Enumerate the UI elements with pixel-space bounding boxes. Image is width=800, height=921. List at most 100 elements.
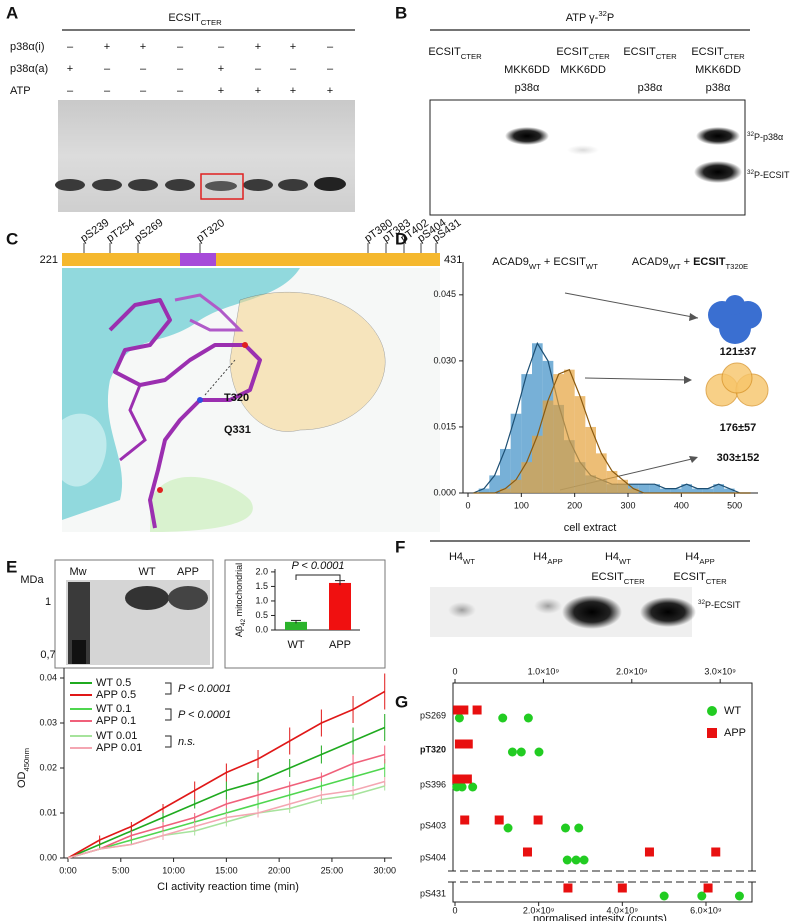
site-label: pT320 bbox=[195, 217, 227, 245]
gel-band bbox=[243, 179, 273, 191]
row-label: pT320 bbox=[420, 744, 446, 754]
x-tick-label: 300 bbox=[620, 500, 635, 510]
text-part: T320E bbox=[725, 262, 748, 271]
x-tick-label: 0:00 bbox=[59, 865, 77, 875]
y-tick-label: 2.0 bbox=[255, 566, 268, 576]
point bbox=[516, 747, 526, 757]
annotation: 121±37 bbox=[720, 346, 757, 358]
histogram-bar bbox=[521, 374, 532, 493]
gel-lane-label: Mw bbox=[69, 566, 86, 578]
site-label: pS269 bbox=[133, 217, 166, 245]
histogram-bar bbox=[702, 488, 714, 493]
y-tick-label: 0.03 bbox=[39, 717, 57, 727]
histogram-bar bbox=[564, 369, 575, 493]
panel-label: F bbox=[395, 537, 405, 556]
sign: + bbox=[290, 41, 296, 53]
text-part: WT bbox=[619, 557, 631, 566]
lane-label: MKK6DD bbox=[504, 64, 550, 76]
sign: – bbox=[67, 85, 74, 97]
arrow-head bbox=[684, 376, 692, 384]
histogram-bar bbox=[510, 413, 522, 493]
text-part: 32 bbox=[598, 9, 607, 18]
annotation: 303±152 bbox=[717, 452, 760, 464]
y-tick-label: 0.030 bbox=[433, 355, 456, 365]
plot-frame bbox=[452, 682, 753, 903]
legend-marker bbox=[707, 728, 717, 738]
histogram-bar bbox=[500, 488, 511, 493]
histogram-bar bbox=[542, 400, 554, 493]
text-part: 32 bbox=[747, 169, 755, 176]
text-part: 450nm bbox=[22, 748, 31, 772]
bar bbox=[285, 621, 307, 630]
gel-band bbox=[278, 179, 308, 191]
x-tick-label: 30:00 bbox=[373, 865, 396, 875]
text-part: ECSIT bbox=[591, 571, 624, 583]
histogram-bar bbox=[585, 426, 596, 493]
text-part: P-p38α bbox=[754, 132, 783, 142]
sign: – bbox=[67, 41, 74, 53]
x-tick-label: APP bbox=[329, 639, 351, 651]
text-part: CTER bbox=[589, 52, 610, 61]
text-part: ECSIT bbox=[673, 571, 706, 583]
sign: – bbox=[104, 63, 111, 75]
gel-a bbox=[55, 100, 355, 212]
text-part: CTER bbox=[624, 577, 645, 586]
point bbox=[454, 713, 464, 723]
text-part: 32 bbox=[747, 131, 755, 138]
side-chain bbox=[119, 384, 147, 462]
series-line bbox=[67, 780, 385, 859]
series-line bbox=[67, 690, 386, 859]
x-tick-label: 400 bbox=[674, 500, 689, 510]
legend-label: WT 0.5 bbox=[96, 677, 131, 689]
point bbox=[523, 713, 533, 723]
gel-band bbox=[92, 179, 122, 191]
gel-e bbox=[54, 559, 386, 748]
gel-band bbox=[128, 179, 158, 191]
point bbox=[579, 855, 589, 865]
lane-label: ECSITCTER bbox=[623, 46, 677, 61]
text-part: P-ECSIT bbox=[705, 600, 741, 610]
inset-frame bbox=[54, 559, 214, 669]
histogram-bar bbox=[713, 484, 724, 493]
legend-title: ACAD9WT + ECSITWT bbox=[492, 256, 598, 271]
blot-band bbox=[640, 597, 696, 627]
text-part: WT bbox=[669, 262, 681, 271]
text-part: ECSIT bbox=[168, 12, 201, 24]
point bbox=[560, 823, 570, 833]
histogram-bar bbox=[724, 488, 735, 493]
site-label: pS239 bbox=[79, 217, 112, 245]
sign: + bbox=[104, 41, 110, 53]
text-part: ECSIT bbox=[693, 256, 726, 268]
x2-tick-label: 0 bbox=[452, 905, 457, 915]
point bbox=[453, 705, 463, 715]
y-tick-label: 0.04 bbox=[39, 672, 57, 682]
sign: + bbox=[218, 63, 224, 75]
panel-label: B bbox=[395, 3, 407, 22]
legend-title: ACAD9WT + ECSITT320E bbox=[632, 256, 748, 271]
legend-marker bbox=[707, 706, 717, 716]
series-line bbox=[67, 753, 385, 859]
sign: – bbox=[218, 41, 225, 53]
gel-lane bbox=[72, 640, 86, 664]
text-part: CTER bbox=[201, 18, 222, 27]
residue-start: 221 bbox=[40, 254, 58, 266]
text-part: 42 bbox=[240, 618, 247, 626]
x2-tick-label: 4.0×10⁹ bbox=[607, 905, 639, 915]
histogram-bar bbox=[670, 488, 682, 493]
histogram-bar bbox=[660, 488, 671, 493]
x-tick-label: 2.0×10⁹ bbox=[616, 666, 648, 676]
lane-label: MKK6DD bbox=[695, 64, 741, 76]
sign: – bbox=[290, 63, 297, 75]
lane-label: p38α bbox=[638, 82, 663, 94]
icon bbox=[725, 295, 745, 315]
point bbox=[534, 747, 544, 757]
lane-label: H4WT bbox=[449, 551, 475, 566]
blot-frame bbox=[429, 99, 746, 216]
legend-label: APP 0.1 bbox=[96, 715, 136, 727]
histogram-bar bbox=[500, 448, 511, 493]
lane-label: p38α bbox=[515, 82, 540, 94]
text-part: P-ECSIT bbox=[754, 170, 790, 180]
histogram-bar bbox=[532, 343, 543, 493]
histogram-bar bbox=[681, 484, 692, 493]
point bbox=[697, 891, 707, 901]
